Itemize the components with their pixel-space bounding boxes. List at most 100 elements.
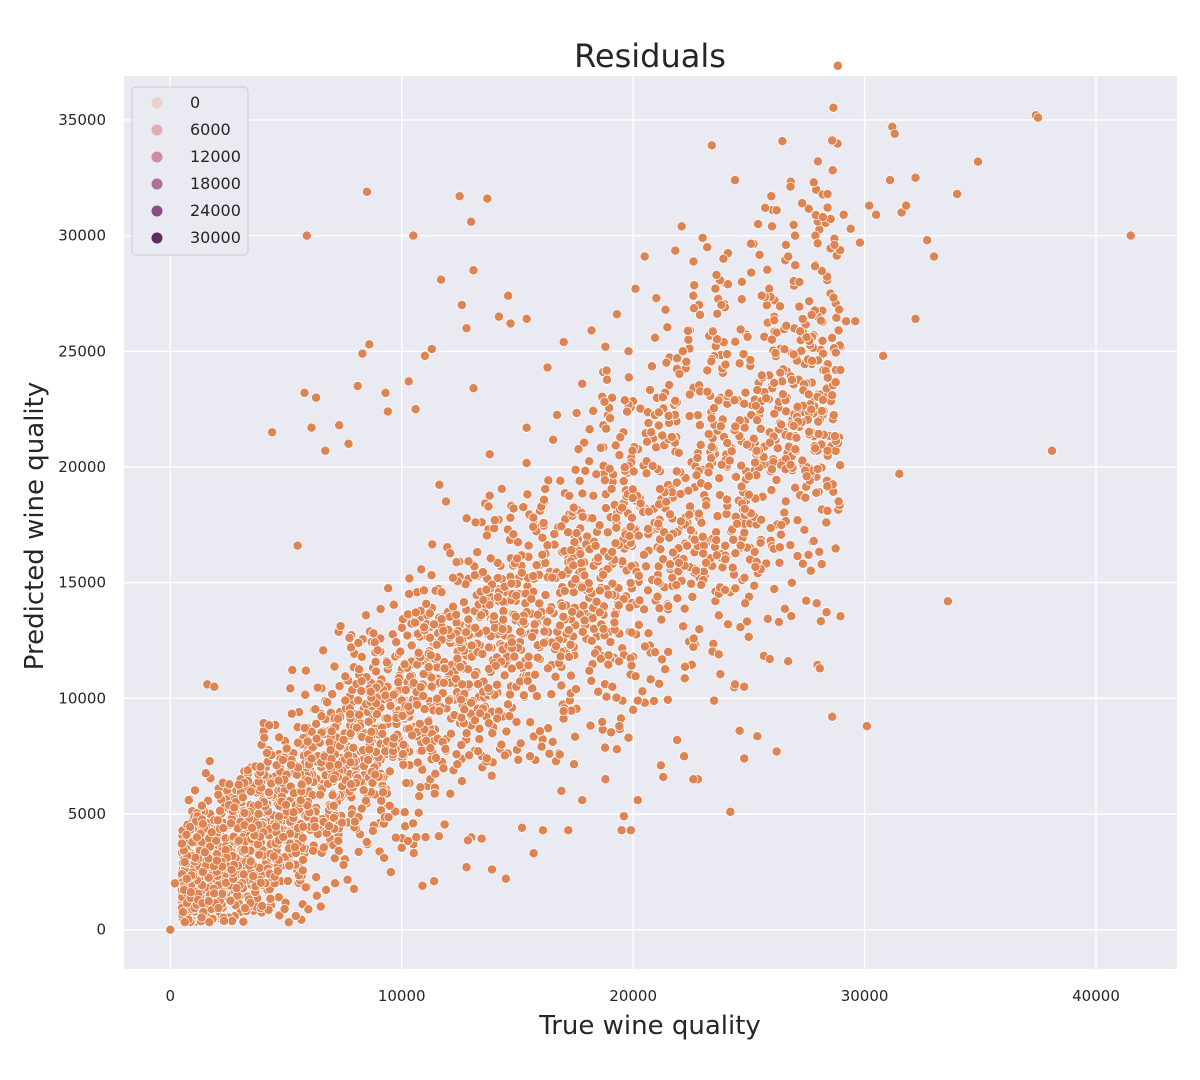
data-point (689, 280, 700, 291)
data-point (548, 434, 559, 445)
data-point (538, 518, 549, 528)
data-point (821, 517, 832, 528)
data-point (785, 181, 796, 192)
data-point (413, 807, 424, 818)
data-point (388, 599, 399, 610)
data-point (446, 728, 456, 739)
data-point (643, 585, 653, 596)
data-point (420, 832, 431, 843)
data-point (827, 165, 838, 176)
data-point (426, 570, 437, 581)
data-point (614, 450, 625, 461)
data-point (764, 283, 775, 294)
data-point (712, 511, 723, 522)
data-point (470, 715, 480, 726)
data-point (638, 549, 649, 560)
data-point (738, 349, 749, 360)
data-point (594, 607, 605, 618)
data-point (794, 301, 805, 312)
data-point (617, 556, 628, 567)
data-point (643, 523, 653, 534)
data-point (601, 691, 612, 702)
data-point (775, 301, 786, 312)
data-point (566, 670, 576, 681)
data-point (461, 513, 472, 524)
data-point (827, 135, 838, 146)
data-point (822, 202, 833, 213)
data-point (656, 614, 667, 625)
data-point (780, 496, 791, 507)
data-point (525, 717, 536, 728)
data-point (504, 711, 515, 722)
data-point (735, 622, 746, 633)
data-point (734, 358, 745, 369)
data-point (408, 848, 419, 859)
data-point (713, 610, 724, 621)
data-point (736, 294, 747, 305)
data-point (445, 548, 456, 559)
data-point (714, 473, 725, 484)
data-point (385, 867, 396, 878)
data-point (531, 691, 542, 702)
data-point (360, 795, 371, 806)
data-point (735, 324, 746, 335)
data-point (653, 561, 664, 572)
data-point (414, 791, 425, 802)
data-point (752, 731, 763, 742)
data-point (476, 833, 487, 844)
data-point (593, 686, 604, 697)
data-point (318, 645, 329, 656)
data-point (775, 529, 786, 540)
data-point (694, 420, 705, 431)
data-point (730, 548, 741, 559)
data-point (375, 604, 386, 614)
data-point (505, 512, 516, 523)
data-point (775, 367, 786, 378)
data-point (687, 591, 698, 602)
data-point (456, 740, 467, 750)
data-point (815, 315, 826, 326)
data-point (657, 654, 667, 665)
data-point (484, 490, 495, 501)
data-point (595, 442, 606, 453)
data-point (792, 551, 803, 561)
data-point (556, 680, 567, 691)
data-point (580, 465, 591, 476)
data-point (513, 537, 523, 548)
data-point (714, 490, 725, 500)
data-point (816, 266, 827, 276)
data-point (684, 389, 695, 400)
data-point (474, 723, 485, 734)
data-point (702, 386, 713, 397)
data-point (641, 468, 652, 479)
data-point (786, 577, 797, 588)
data-point (311, 718, 322, 729)
data-point (505, 689, 515, 700)
data-point (771, 475, 782, 485)
data-point (312, 682, 323, 693)
data-point (298, 854, 309, 865)
data-point (790, 260, 801, 271)
data-point (588, 623, 599, 634)
data-point (474, 734, 485, 745)
data-point (766, 191, 777, 202)
data-point (300, 689, 311, 700)
data-point (772, 443, 783, 454)
data-point (811, 598, 822, 609)
data-point (498, 606, 509, 617)
data-point (633, 619, 644, 630)
data-point (623, 372, 634, 383)
data-point (663, 646, 674, 657)
data-point (641, 561, 651, 572)
data-point (833, 496, 844, 507)
data-point (556, 521, 567, 532)
data-point (584, 424, 595, 435)
data-point (424, 608, 435, 619)
data-point (396, 842, 407, 853)
data-point (577, 488, 588, 499)
data-point (416, 564, 427, 575)
data-point (797, 455, 808, 466)
data-point (739, 398, 750, 409)
data-point (739, 527, 750, 538)
